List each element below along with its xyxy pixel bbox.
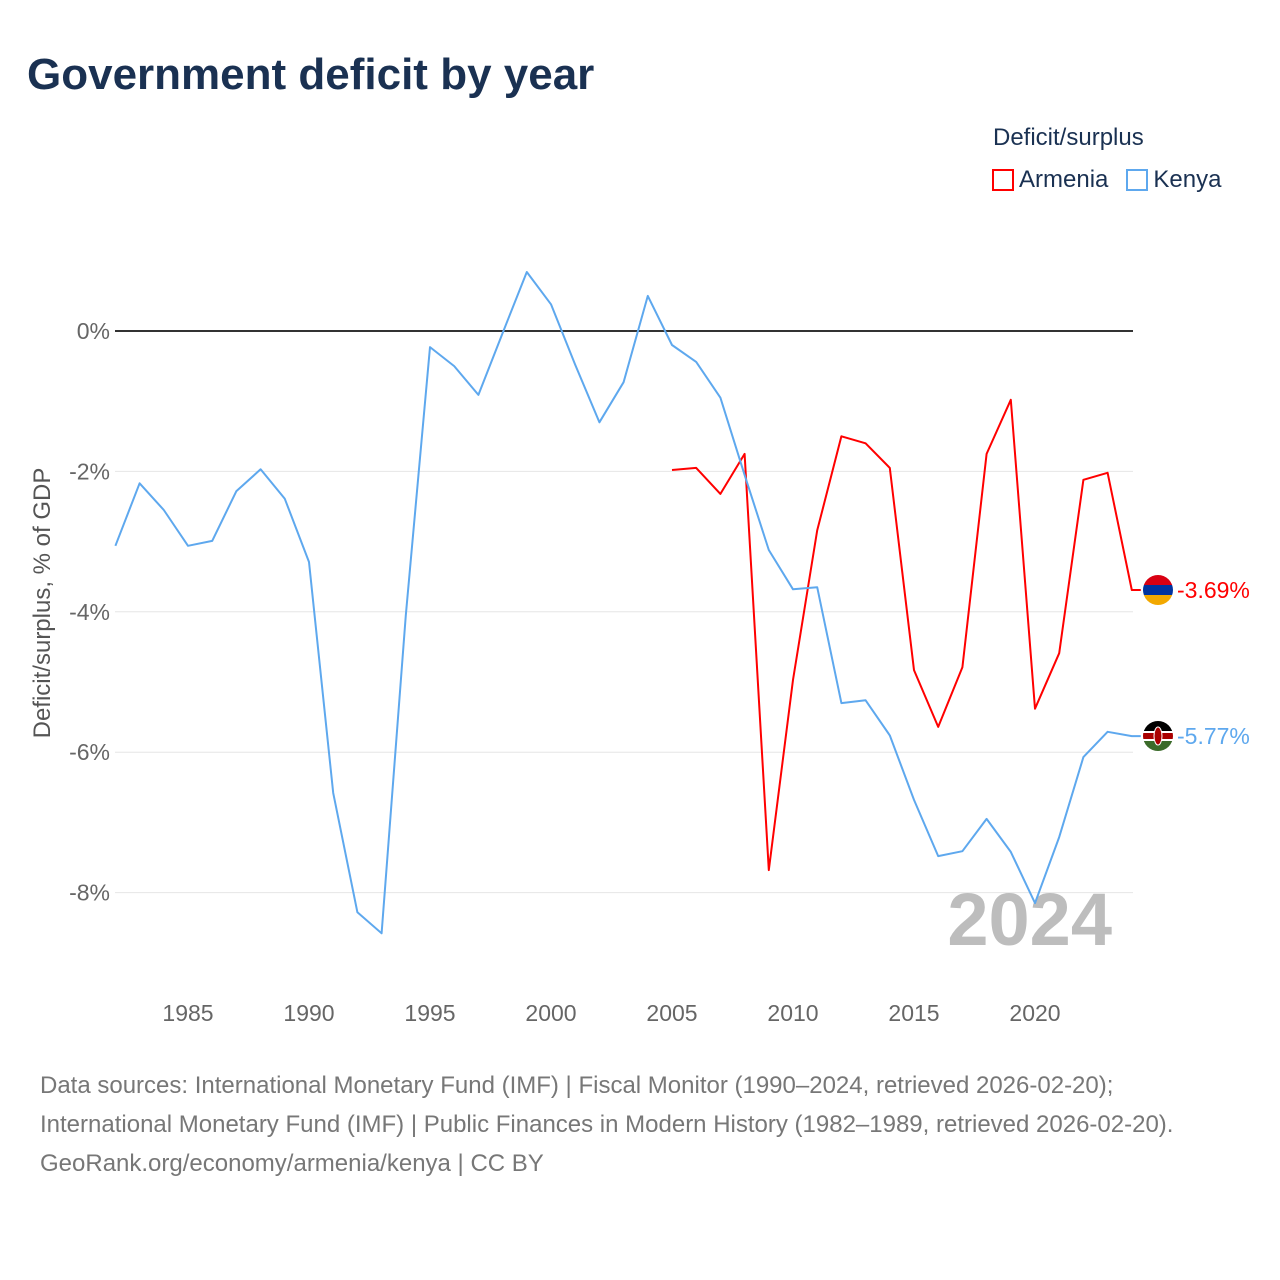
x-tick-label: 2000 (525, 1000, 576, 1026)
x-tick-label: 2010 (767, 1000, 818, 1026)
legend-swatch-kenya (1126, 169, 1149, 191)
source-notes: Data sources: International Monetary Fun… (40, 1066, 1240, 1183)
x-tick-label: 2020 (1009, 1000, 1060, 1026)
y-tick-label: 0% (77, 318, 110, 344)
kenya-end-label: -5.77% (1177, 723, 1250, 749)
series-line-armenia (671, 398, 1141, 872)
x-tick-label: 2015 (888, 1000, 939, 1026)
y-tick-label: -8% (69, 880, 110, 906)
x-tick-label: 1985 (162, 1000, 213, 1026)
y-tick-label: -2% (69, 458, 110, 484)
legend-label-armenia: Armenia (1019, 166, 1109, 193)
y-tick-label: -4% (69, 599, 110, 625)
attribution-link[interactable]: GeoRank.org/economy/armenia/kenya | CC B… (40, 1150, 544, 1177)
y-tick-label: -6% (69, 739, 110, 765)
legend-item-armenia[interactable]: Armenia (992, 166, 1108, 194)
legend-title: Deficit/surplus (993, 124, 1144, 151)
armenia-end-label: -3.69% (1177, 577, 1250, 603)
legend-label-kenya: Kenya (1153, 166, 1222, 193)
legend-item-kenya[interactable]: Kenya (1126, 166, 1221, 194)
armenia-flag-icon (1143, 575, 1173, 605)
legend: Armenia Kenya (992, 166, 1221, 194)
series-line-kenya (114, 271, 1141, 935)
x-tick-label: 1995 (404, 1000, 455, 1026)
chart-title: Government deficit by year (27, 50, 595, 99)
kenya-flag-icon (1143, 721, 1173, 751)
x-tick-label: 2005 (646, 1000, 697, 1026)
x-tick-label: 1990 (283, 1000, 334, 1026)
y-axis-label: Deficit/surplus, % of GDP (29, 468, 56, 739)
data-sources: Data sources: International Monetary Fun… (40, 1072, 1174, 1138)
legend-swatch-armenia (992, 169, 1014, 191)
